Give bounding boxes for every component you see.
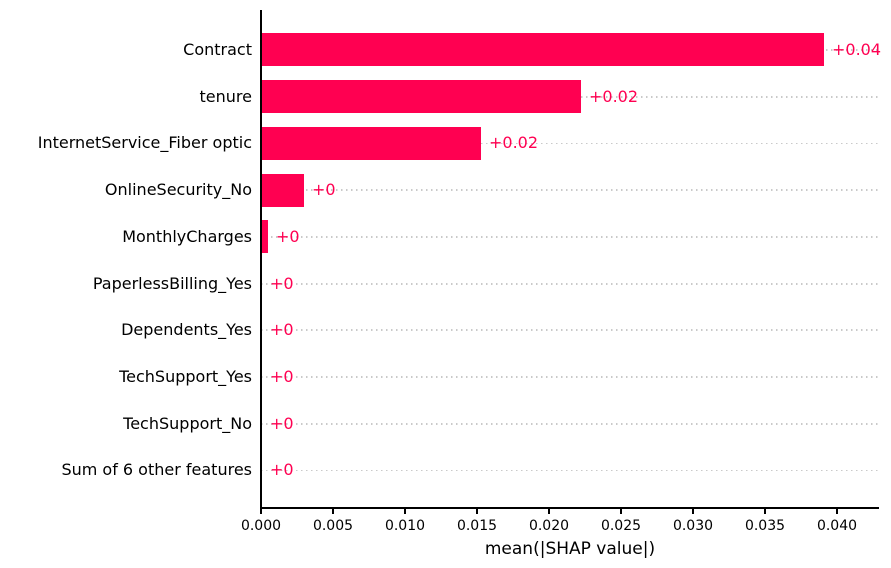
bar-value-label: +0 (312, 180, 336, 200)
bar-value-label: +0 (270, 273, 294, 293)
x-tick-mark (332, 509, 334, 514)
row-gridline (261, 189, 878, 192)
bar-contract (262, 33, 824, 67)
x-tick-mark (692, 509, 694, 514)
bar-internetservice-fiber-optic (262, 126, 481, 160)
row-gridline (261, 469, 878, 472)
x-tick-label: 0.040 (816, 518, 858, 534)
x-tick-mark (764, 509, 766, 514)
category-label: PaperlessBilling_Yes (92, 273, 252, 293)
x-tick-mark (836, 509, 838, 514)
bar-monthlycharges (262, 220, 268, 254)
x-axis-label: mean(|SHAP value|) (484, 539, 656, 559)
bar-value-label: +0 (270, 366, 294, 386)
x-tick-mark (260, 509, 262, 514)
x-tick-mark (404, 509, 406, 514)
x-tick-mark (548, 509, 550, 514)
bar-value-label: +0 (270, 413, 294, 433)
bar-value-label: +0 (270, 320, 294, 340)
x-tick-label: 0.015 (456, 518, 498, 534)
y-axis-line (260, 10, 262, 508)
x-tick-mark (620, 509, 622, 514)
category-label: TechSupport_Yes (119, 366, 252, 386)
category-label: MonthlyCharges (122, 226, 252, 246)
row-gridline (261, 329, 878, 332)
bar-value-label: +0 (270, 460, 294, 480)
x-tick-mark (476, 509, 478, 514)
category-label: tenure (199, 86, 252, 106)
category-label: Dependents_Yes (121, 320, 252, 340)
x-tick-label: 0.005 (312, 518, 354, 534)
x-tick-label: 0.035 (744, 518, 786, 534)
x-tick-label: 0.010 (384, 518, 426, 534)
x-tick-label: 0.025 (600, 518, 642, 534)
category-label: Sum of 6 other features (61, 460, 252, 480)
bar-onlinesecurity-no (262, 173, 304, 207)
x-tick-label: 0.020 (528, 518, 570, 534)
x-tick-label: 0.000 (240, 518, 282, 534)
row-gridline (261, 235, 878, 238)
bar-value-label: +0.04 (832, 39, 882, 59)
bar-value-label: +0.02 (489, 133, 539, 153)
bar-tenure (262, 80, 581, 114)
category-label: TechSupport_No (123, 413, 252, 433)
row-gridline (261, 422, 878, 425)
category-label: InternetService_Fiber optic (37, 133, 252, 153)
row-gridline (261, 282, 878, 285)
category-label: OnlineSecurity_No (104, 180, 252, 200)
bar-value-label: +0.02 (589, 86, 639, 106)
category-label: Contract (183, 39, 252, 59)
x-axis-line (260, 507, 879, 509)
row-gridline (261, 142, 878, 145)
x-tick-label: 0.030 (672, 518, 714, 534)
row-gridline (261, 375, 878, 378)
bar-value-label: +0 (276, 226, 300, 246)
